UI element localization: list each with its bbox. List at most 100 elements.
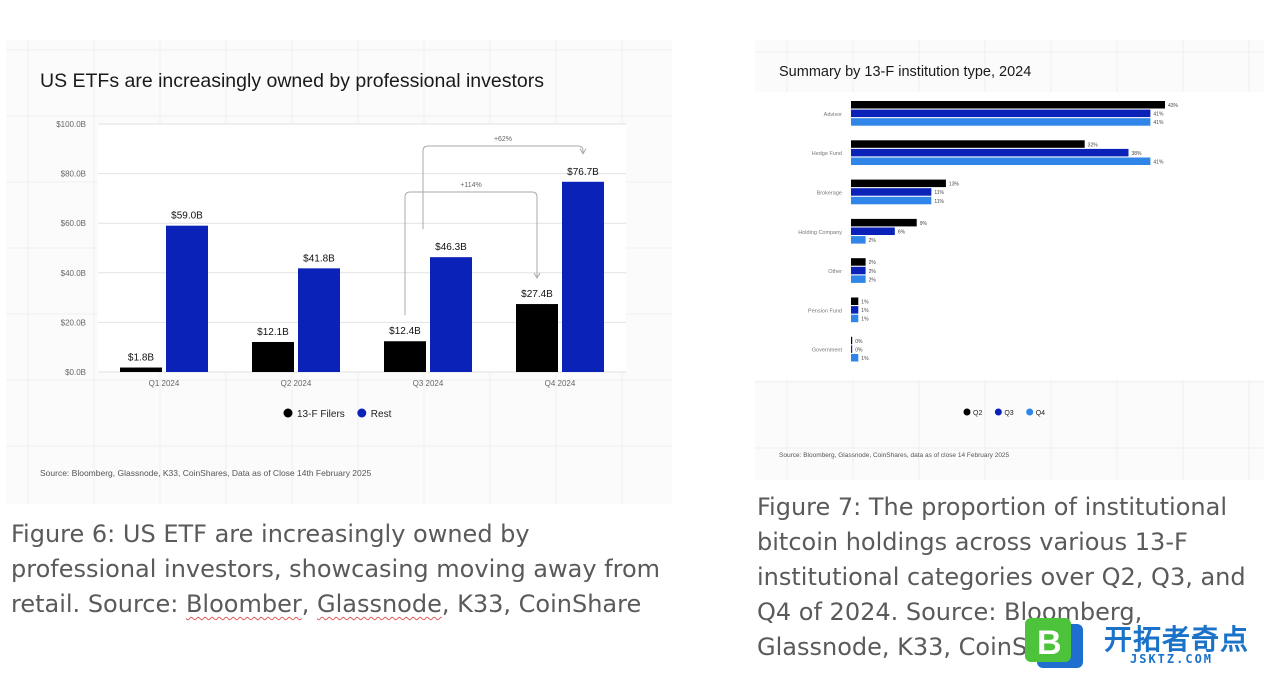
bar-value-label: 6% — [898, 230, 906, 236]
bar-q2-hedge-fund — [851, 140, 1085, 148]
bar-q3-advisor — [851, 109, 1151, 118]
bar-13-f-filers-q3-2024 — [384, 341, 426, 372]
bar-q4-brokerage — [851, 196, 932, 205]
category-label: Holding Company — [798, 230, 842, 236]
growth-arrow-13f — [404, 191, 538, 316]
bar-value-label: 13% — [949, 182, 960, 188]
bar-q4-holding-company — [851, 236, 866, 244]
bar-value-label: 32% — [1088, 142, 1099, 148]
bar-q2-brokerage — [851, 179, 946, 188]
bar-value-label: $27.4B — [521, 289, 553, 300]
y-tick-label: $0.0B — [65, 368, 86, 377]
legend-label: Q3 — [1004, 410, 1013, 417]
bar-q4-pension-fund — [851, 314, 859, 323]
bar-rest-q3-2024 — [430, 257, 472, 372]
bar-q2-advisor — [851, 101, 1165, 109]
category-label: Government — [812, 348, 843, 354]
bar-q2-pension-fund — [851, 297, 859, 305]
bar-q4-government — [851, 354, 859, 362]
bar-value-label: 38% — [1131, 151, 1142, 157]
category-label: Advisor — [824, 112, 843, 118]
watermark-text: 开拓者奇点 — [1104, 623, 1250, 656]
bar-value-label: 2% — [869, 260, 877, 266]
y-tick-label: $100.0B — [56, 120, 86, 129]
legend-label: Q2 — [973, 410, 982, 417]
site-watermark: B 开拓者奇点 JSKTZ.COM — [1022, 614, 1264, 673]
svg-text:B: B — [1037, 624, 1062, 662]
x-tick-label: Q1 2024 — [149, 379, 180, 388]
chart7-title: Summary by 13-F institution type, 2024 — [779, 64, 1031, 80]
legend-label: 13-F Filers — [297, 409, 345, 420]
bar-value-label: 2% — [869, 269, 877, 275]
chart6-title: US ETFs are increasingly owned by profes… — [40, 70, 544, 92]
bar-value-label: $76.7B — [567, 167, 599, 178]
bar-value-label: 1% — [861, 356, 869, 362]
bar-q3-other — [851, 266, 866, 275]
bar-value-label: 1% — [861, 308, 869, 314]
chart7-source: Source: Bloomberg, Glassnode, CoinShares… — [779, 452, 1010, 459]
bar-value-label: 41% — [1153, 120, 1164, 126]
category-label: Other — [828, 269, 842, 275]
figure6-panel: US ETFs are increasingly owned by profes… — [6, 40, 672, 504]
chart6-source: Source: Bloomberg, Glassnode, K33, CoinS… — [40, 468, 371, 478]
bar-q4-hedge-fund — [851, 157, 1151, 165]
figure7-caption: Figure 7: The proportion of institutiona… — [757, 493, 1246, 661]
bar-value-label: 2% — [869, 238, 877, 244]
bar-q3-hedge-fund — [851, 148, 1129, 157]
bar-value-label: 11% — [934, 199, 944, 205]
legend-swatch — [994, 408, 1002, 416]
bar-q2-other — [851, 258, 866, 266]
bar-q2-holding-company — [851, 218, 917, 227]
bar-13-f-filers-q4-2024 — [516, 304, 558, 372]
bar-value-label: $41.8B — [303, 253, 335, 264]
category-label: Brokerage — [817, 191, 842, 197]
bar-value-label: 0% — [855, 339, 863, 345]
bar-value-label: 0% — [855, 347, 863, 353]
bar-value-label: 11% — [934, 190, 944, 196]
figure7-panel: Summary by 13-F institution type, 2024 A… — [755, 40, 1264, 480]
legend-swatch — [283, 408, 293, 418]
growth-label-13f: +114% — [460, 182, 481, 189]
legend-label: Rest — [371, 409, 392, 420]
category-label: Hedge Fund — [812, 151, 842, 157]
bar-q3-government — [851, 345, 853, 353]
figure6-caption: Figure 6: US ETF are increasingly owned … — [11, 520, 661, 618]
bar-q3-pension-fund — [851, 306, 859, 314]
bar-value-label: 41% — [1153, 112, 1164, 118]
bar-value-label: 41% — [1153, 160, 1164, 166]
bar-rest-q1-2024 — [166, 225, 208, 372]
bar-value-label: 1% — [861, 300, 869, 306]
x-tick-label: Q3 2024 — [413, 379, 444, 388]
bar-q4-advisor — [851, 118, 1151, 126]
etf-ownership-chart: US ETFs are increasingly owned by profes… — [6, 40, 672, 504]
jsktz-logo-icon: B — [1025, 618, 1083, 668]
growth-arrow-rest — [422, 145, 584, 230]
y-tick-label: $60.0B — [61, 219, 86, 228]
bar-value-label: 1% — [861, 317, 869, 323]
bar-value-label: $59.0B — [171, 211, 203, 222]
bar-value-label: $46.3B — [435, 242, 467, 253]
watermark-subtext: JSKTZ.COM — [1130, 652, 1214, 666]
bar-value-label: 9% — [920, 221, 928, 227]
bar-q3-holding-company — [851, 227, 895, 235]
bar-q3-brokerage — [851, 188, 932, 196]
bar-value-label: 43% — [1168, 103, 1179, 109]
y-tick-label: $80.0B — [61, 170, 86, 179]
x-tick-label: Q2 2024 — [281, 379, 312, 388]
y-tick-label: $40.0B — [61, 269, 86, 278]
category-label: Pension Fund — [808, 308, 842, 314]
x-tick-label: Q4 2024 — [545, 379, 576, 388]
bar-value-label: $12.1B — [257, 327, 289, 338]
bar-q2-government — [851, 336, 853, 345]
legend-swatch — [357, 408, 367, 418]
bar-value-label: $1.8B — [128, 353, 154, 364]
growth-label-rest: +62% — [494, 136, 512, 143]
bar-rest-q2-2024 — [298, 268, 340, 372]
bar-rest-q4-2024 — [562, 181, 604, 372]
institution-type-chart: Summary by 13-F institution type, 2024 A… — [755, 40, 1264, 480]
y-tick-label: $20.0B — [61, 318, 86, 327]
bar-value-label: $12.4B — [389, 326, 421, 337]
bar-q4-other — [851, 275, 866, 283]
bar-13-f-filers-q2-2024 — [252, 341, 294, 372]
legend-swatch — [1026, 408, 1034, 416]
